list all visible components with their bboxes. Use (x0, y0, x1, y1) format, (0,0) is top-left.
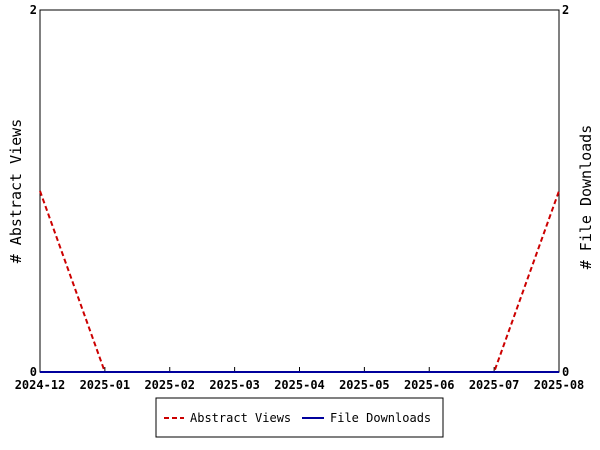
x-tick-label: 2025-08 (534, 378, 585, 392)
legend-box (155, 397, 444, 438)
x-tick-label: 2025-02 (144, 378, 195, 392)
plot-area (39, 9, 560, 373)
y-left-tick-label: 0 (30, 365, 37, 379)
y-left-tick-label: 2 (30, 3, 37, 17)
legend-label-abstract-views: Abstract Views (190, 411, 291, 425)
y-right-axis-title: # File Downloads (577, 125, 595, 270)
x-tick-label: 2024-12 (15, 378, 66, 392)
x-tick-label: 2025-06 (404, 378, 455, 392)
legend: Abstract Views File Downloads (155, 397, 444, 438)
y-right-tick-label: 2 (562, 3, 569, 17)
y-right-tick-label: 0 (562, 365, 569, 379)
x-tick-label: 2025-04 (274, 378, 325, 392)
series-layer (39, 190, 560, 373)
x-axis-ticks: 2024-12 2025-01 2025-02 2025-03 2025-04 2025-… (15, 367, 585, 392)
x-tick-label: 2025-01 (80, 378, 131, 392)
legend-label-file-downloads: File Downloads (330, 411, 431, 425)
plot-frame (39, 9, 560, 373)
x-tick-label: 2025-07 (469, 378, 520, 392)
x-tick-label: 2025-03 (209, 378, 260, 392)
y-left-axis-title: # Abstract Views (7, 119, 25, 264)
x-tick-label: 2025-05 (339, 378, 390, 392)
